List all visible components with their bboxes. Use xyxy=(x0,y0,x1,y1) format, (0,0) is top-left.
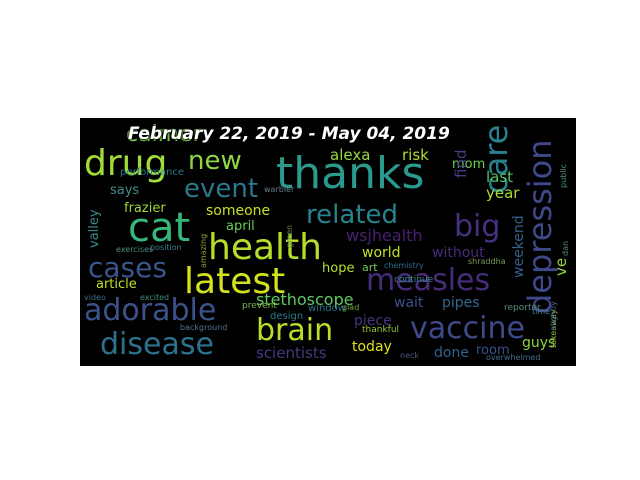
word: warbler xyxy=(264,185,295,194)
word: year xyxy=(486,184,520,202)
word: wsjhealth xyxy=(346,226,423,245)
word: vaccine xyxy=(410,311,525,346)
word: cases xyxy=(88,251,167,284)
word: pipes xyxy=(442,295,480,311)
word: continue xyxy=(394,275,434,285)
word: disease xyxy=(100,327,214,362)
word: wait xyxy=(394,295,424,311)
word: without xyxy=(432,245,485,261)
word: thanks xyxy=(276,148,425,199)
word: exercises xyxy=(116,245,154,254)
word: brain xyxy=(256,313,334,348)
word: slightly xyxy=(549,301,558,330)
word: amazing xyxy=(199,233,208,268)
word: time xyxy=(532,307,551,316)
word: shraddha xyxy=(468,257,506,266)
word: dan xyxy=(561,240,570,256)
word: april xyxy=(226,219,255,234)
word: event xyxy=(184,174,259,204)
word: room xyxy=(476,343,510,358)
word: cat xyxy=(128,205,191,251)
word: overwhelmed xyxy=(486,353,541,362)
word: weekend xyxy=(511,215,527,278)
word: latest xyxy=(184,261,286,302)
word: risk xyxy=(402,146,429,164)
word: prevent xyxy=(242,301,277,311)
word: depression xyxy=(521,139,559,314)
word: background xyxy=(180,323,228,332)
word: mom xyxy=(452,157,486,172)
word: health xyxy=(208,227,322,268)
word: hope xyxy=(322,261,355,276)
word: alexa xyxy=(330,146,371,164)
word: measles xyxy=(366,263,491,298)
word: design xyxy=(270,311,304,322)
word-cloud: thanks health latest cat drug adorable d… xyxy=(80,118,576,366)
word: video xyxy=(84,293,106,302)
word: excited xyxy=(140,293,170,302)
word: chemistry xyxy=(384,261,424,270)
word: someone xyxy=(206,203,271,219)
word: related xyxy=(306,200,398,230)
word: piece xyxy=(354,313,392,329)
word: calmer xyxy=(126,122,202,147)
word: window xyxy=(308,303,346,314)
word: scientists xyxy=(256,344,327,362)
word: glad xyxy=(342,303,360,312)
word: guys xyxy=(522,335,556,351)
word: last xyxy=(486,168,514,186)
word: public xyxy=(559,163,568,188)
word: art xyxy=(362,261,378,274)
word: says xyxy=(110,183,140,198)
word: ve xyxy=(552,257,570,276)
word: frazier xyxy=(124,201,166,216)
word: adorable xyxy=(84,293,217,328)
word: green xyxy=(285,224,294,248)
word: world xyxy=(362,245,401,261)
word: position xyxy=(150,243,182,252)
word: neck xyxy=(400,351,420,360)
word: done xyxy=(434,345,469,361)
word: article xyxy=(96,277,137,292)
word: valley xyxy=(87,209,102,248)
word: find xyxy=(452,149,470,178)
word: thankful xyxy=(362,325,400,335)
date-range-title: February 22, 2019 - May 04, 2019 xyxy=(128,124,450,144)
word: reporter xyxy=(504,303,541,313)
word: today xyxy=(352,339,392,355)
word: new xyxy=(188,146,242,176)
word: big xyxy=(454,209,501,244)
word: drug xyxy=(84,143,168,184)
word: stethoscope xyxy=(256,290,354,309)
word: performance xyxy=(120,167,185,178)
